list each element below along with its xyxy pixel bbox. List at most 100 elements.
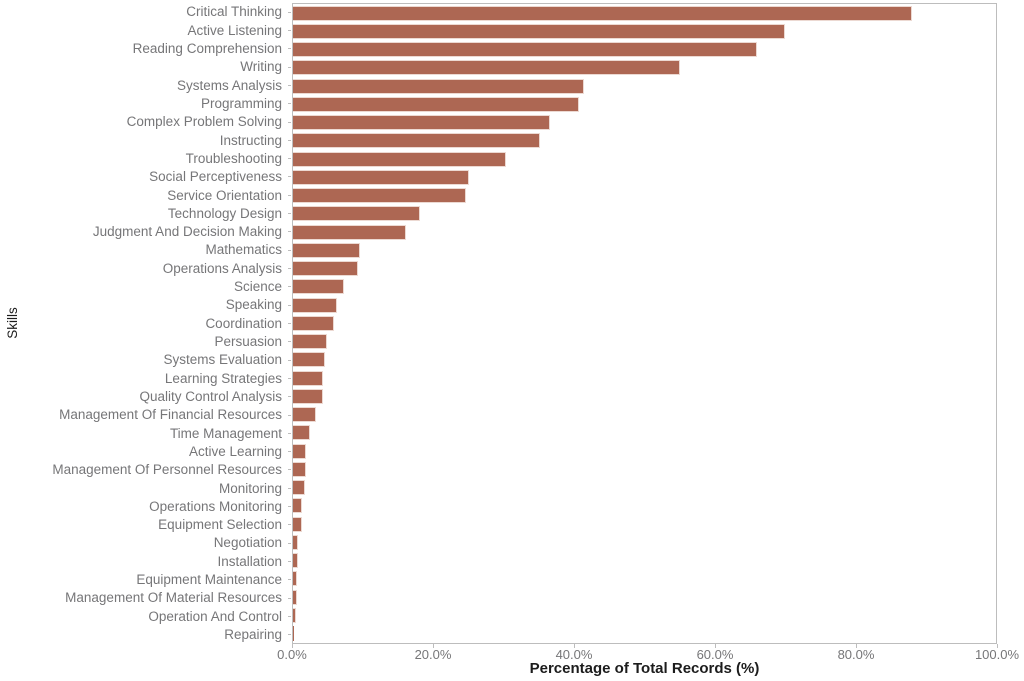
bar bbox=[293, 78, 585, 94]
x-tick-mark bbox=[432, 644, 434, 648]
category-label: Negotiation bbox=[213, 535, 282, 551]
y-tick-mark bbox=[288, 396, 291, 398]
y-tick-mark bbox=[288, 66, 291, 68]
y-tick-mark bbox=[288, 231, 291, 233]
bar bbox=[293, 534, 298, 550]
y-tick-mark bbox=[288, 194, 291, 196]
category-label: Quality Control Analysis bbox=[139, 388, 282, 404]
category-label: Operations Monitoring bbox=[149, 498, 282, 514]
y-tick-mark bbox=[288, 158, 291, 160]
bar-row bbox=[293, 4, 996, 22]
y-tick-mark bbox=[288, 597, 291, 599]
category-label: Judgment And Decision Making bbox=[92, 224, 282, 240]
x-axis-title: Percentage of Total Records (%) bbox=[529, 660, 760, 677]
x-tick-mark bbox=[855, 644, 857, 648]
bar-row bbox=[293, 479, 996, 497]
category-label-row: Management Of Material Resources bbox=[0, 589, 291, 607]
category-label: Active Listening bbox=[187, 22, 282, 38]
bar-row bbox=[293, 442, 996, 460]
category-label-row: Management Of Personnel Resources bbox=[0, 461, 291, 479]
bar-row bbox=[293, 241, 996, 259]
bar-row bbox=[293, 369, 996, 387]
category-label-row: Critical Thinking bbox=[0, 3, 291, 21]
bar-row bbox=[293, 150, 996, 168]
plot-area bbox=[292, 3, 997, 644]
bar-row bbox=[293, 41, 996, 59]
bar-row bbox=[293, 223, 996, 241]
category-label-row: Active Listening bbox=[0, 21, 291, 39]
y-tick-mark bbox=[288, 524, 291, 526]
bar bbox=[293, 498, 303, 514]
y-tick-mark bbox=[288, 506, 291, 508]
bar-row bbox=[293, 424, 996, 442]
y-tick-mark bbox=[288, 121, 291, 123]
category-label: Speaking bbox=[225, 297, 282, 313]
category-label: Systems Analysis bbox=[176, 77, 282, 93]
category-label-row: Instructing bbox=[0, 131, 291, 149]
y-tick-mark bbox=[288, 29, 291, 31]
category-label: Writing bbox=[240, 59, 282, 75]
y-tick-mark bbox=[288, 103, 291, 105]
y-tick-mark bbox=[288, 268, 291, 270]
y-tick-mark bbox=[288, 579, 291, 581]
bar bbox=[293, 571, 297, 587]
y-tick-mark bbox=[288, 634, 291, 636]
plot-rows bbox=[293, 4, 996, 643]
bar-row bbox=[293, 260, 996, 278]
bar bbox=[293, 315, 334, 331]
category-label: Management Of Material Resources bbox=[65, 590, 282, 606]
category-label: Troubleshooting bbox=[185, 150, 282, 166]
bar-row bbox=[293, 77, 996, 95]
bar bbox=[293, 96, 580, 112]
category-label-row: Service Orientation bbox=[0, 186, 291, 204]
bar bbox=[293, 224, 407, 240]
category-label: Management Of Personnel Resources bbox=[52, 462, 282, 478]
category-label: Operations Analysis bbox=[162, 260, 282, 276]
category-label: Programming bbox=[200, 95, 282, 111]
bar-row bbox=[293, 114, 996, 132]
bar bbox=[293, 297, 337, 313]
y-tick-mark bbox=[288, 469, 291, 471]
bar-row bbox=[293, 59, 996, 77]
category-label: Equipment Selection bbox=[158, 517, 282, 533]
bar bbox=[293, 589, 297, 605]
category-label-row: Mathematics bbox=[0, 241, 291, 259]
bar-row bbox=[293, 168, 996, 186]
bar bbox=[293, 60, 680, 76]
category-label-row: Equipment Selection bbox=[0, 516, 291, 534]
category-label: Active Learning bbox=[188, 443, 282, 459]
category-label-row: Quality Control Analysis bbox=[0, 388, 291, 406]
category-label: Time Management bbox=[169, 425, 282, 441]
bar bbox=[293, 461, 306, 477]
category-label-row: Coordination bbox=[0, 314, 291, 332]
category-label: Monitoring bbox=[218, 480, 282, 496]
y-tick-mark bbox=[288, 451, 291, 453]
bar-row bbox=[293, 387, 996, 405]
category-label-row: Science bbox=[0, 278, 291, 296]
bar bbox=[293, 261, 358, 277]
category-label-row: Systems Analysis bbox=[0, 76, 291, 94]
y-tick-mark bbox=[288, 432, 291, 434]
bar bbox=[293, 443, 307, 459]
y-tick-mark bbox=[288, 286, 291, 288]
x-tick-label: 0.0% bbox=[277, 647, 307, 662]
bar bbox=[293, 407, 317, 423]
bar-row bbox=[293, 552, 996, 570]
y-tick-mark bbox=[288, 304, 291, 306]
y-tick-mark bbox=[288, 249, 291, 251]
bar-row bbox=[293, 406, 996, 424]
bar-row bbox=[293, 515, 996, 533]
y-tick-mark bbox=[288, 213, 291, 215]
category-label: Management Of Financial Resources bbox=[59, 407, 282, 423]
category-label: Coordination bbox=[205, 315, 282, 331]
category-label-row: Programming bbox=[0, 95, 291, 113]
bar-row bbox=[293, 625, 996, 643]
category-label: Persuasion bbox=[214, 334, 282, 350]
category-label-row: Speaking bbox=[0, 296, 291, 314]
category-label: Instructing bbox=[219, 132, 282, 148]
category-label: Complex Problem Solving bbox=[126, 114, 282, 130]
x-tick-mark bbox=[291, 644, 293, 648]
category-label-row: Operations Analysis bbox=[0, 259, 291, 277]
y-tick-mark bbox=[288, 139, 291, 141]
